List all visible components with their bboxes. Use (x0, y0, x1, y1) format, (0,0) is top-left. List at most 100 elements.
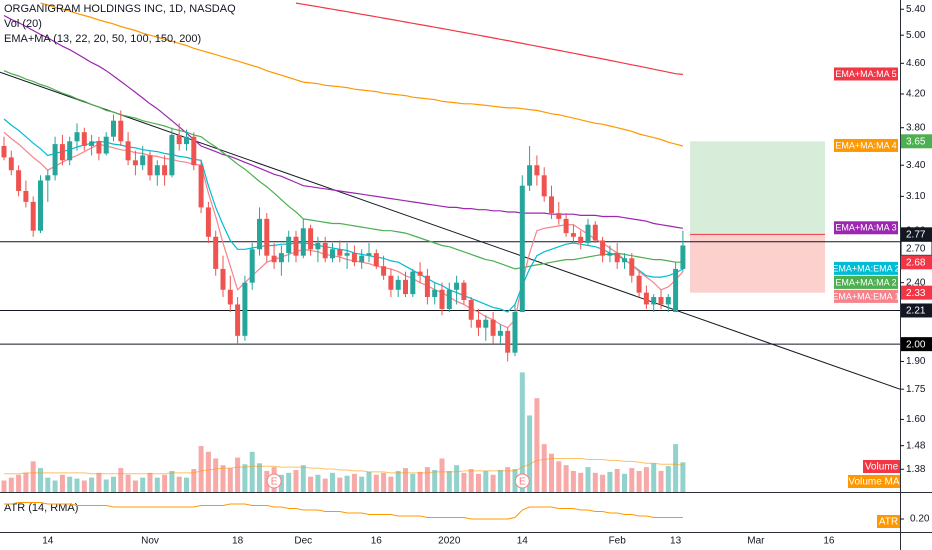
price-label-box (901, 227, 932, 242)
volume-bar (45, 477, 51, 492)
y-tick-label: 1.60 (906, 414, 926, 425)
volume-bar (600, 474, 606, 492)
indicator-line (295, 2, 683, 76)
candle-body (111, 120, 116, 137)
candle-body (330, 249, 335, 259)
volume-bar (395, 470, 401, 492)
candle-body (1, 145, 7, 158)
volume-bar (89, 477, 95, 492)
y-tick-label: 1.90 (906, 356, 926, 367)
volume-bar (497, 469, 503, 492)
x-tick-label: 14 (517, 536, 529, 547)
candle-body (59, 144, 65, 161)
volume-bar (16, 474, 22, 492)
volume-bar (227, 468, 233, 492)
candle-body (563, 218, 569, 234)
x-tick-label: Nov (141, 536, 159, 547)
price-label-box (901, 337, 932, 352)
indicator-line (3, 70, 683, 270)
earnings-label: E (519, 477, 526, 488)
y-tick-label: 2.40 (906, 277, 926, 288)
candle-body (497, 330, 503, 336)
series-label: EMA+MA:MA 2 (835, 277, 896, 287)
candle-body (585, 224, 591, 243)
volume-bar (629, 468, 635, 492)
y-tick-label: 4.20 (906, 89, 926, 100)
volume-bar (651, 463, 657, 492)
volume-bar (570, 470, 576, 492)
candle-body (198, 165, 204, 208)
price-label: 2.77 (906, 229, 926, 240)
volume-bar (468, 469, 474, 492)
volume-bar (8, 477, 14, 492)
candle-body (658, 297, 664, 305)
candle-body (614, 253, 620, 263)
volume-bar (476, 473, 481, 492)
series-label-box (834, 275, 898, 289)
series-label-box (834, 138, 898, 152)
volume-bar (366, 471, 372, 492)
candle-body (74, 132, 80, 142)
candle-body (30, 201, 36, 231)
candle-body (643, 292, 649, 305)
x-tick-label: Feb (609, 536, 627, 547)
candle-body (293, 236, 299, 256)
volume-bar (30, 461, 36, 492)
position-profit-zone (690, 141, 825, 235)
volume-bar (162, 474, 168, 492)
candle-body (337, 249, 343, 256)
candle-body (395, 279, 401, 290)
volume-bar (213, 458, 219, 492)
candle-body (607, 253, 613, 256)
volume-ma-label: Volume MA (848, 477, 899, 488)
x-tick-label: 18 (232, 536, 244, 547)
volume-bar (103, 479, 109, 492)
candle-body (271, 255, 277, 263)
candle-body (38, 180, 43, 231)
candle-body (636, 275, 642, 293)
volume-bar (534, 398, 540, 492)
volume-bar (52, 480, 58, 492)
candle-body (45, 175, 51, 181)
candle-body (570, 233, 576, 237)
indicator-line (40, 2, 684, 147)
volume-bar (658, 470, 664, 492)
series-label-box (834, 261, 898, 275)
volume-bar (373, 474, 379, 492)
series-label: EMA+MA:EMA 1 (832, 291, 899, 301)
volume-bar (527, 415, 533, 492)
volume-bar (169, 470, 175, 492)
volume-bar (198, 446, 204, 492)
volume-bar (643, 467, 649, 492)
price-label: 2.00 (906, 339, 926, 350)
candle-body (512, 312, 518, 353)
chart-title: ORGANIGRAM HOLDINGS INC, 1D, NASDAQ (4, 3, 236, 15)
volume-bar (403, 468, 408, 492)
volume-bar (424, 467, 430, 492)
candle-body (96, 141, 102, 154)
series-label-box (834, 67, 898, 81)
candle-body (534, 165, 540, 176)
y-tick-label: 3.40 (906, 160, 926, 171)
candle-body (81, 132, 87, 146)
candle-body (468, 299, 474, 320)
volume-bar (191, 469, 197, 492)
volume-bar (592, 472, 598, 492)
volume-bar (242, 464, 248, 492)
volume-bar (125, 474, 131, 492)
price-label-box (901, 255, 932, 270)
volume-bar (439, 458, 445, 492)
candle-body (52, 144, 58, 176)
volume-bar (607, 471, 613, 492)
candle-body (680, 245, 686, 269)
candle-body (556, 213, 562, 219)
candle-body (432, 289, 438, 298)
y-tick-label: 1.48 (906, 440, 926, 451)
indicator-line (3, 118, 684, 313)
volume-bar (381, 472, 387, 492)
volume-bar (111, 476, 116, 492)
volume-bar (351, 473, 357, 492)
series-label: EMA+MA:MA 5 (835, 69, 896, 79)
